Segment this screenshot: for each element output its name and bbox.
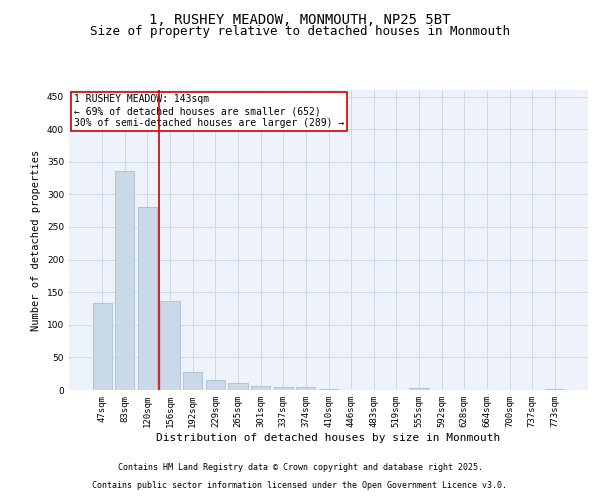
Bar [296, 388, 316, 390]
Bar [183, 372, 202, 390]
Bar [274, 386, 293, 390]
Bar [115, 171, 134, 390]
Text: Contains public sector information licensed under the Open Government Licence v3: Contains public sector information licen… [92, 481, 508, 490]
Text: Size of property relative to detached houses in Monmouth: Size of property relative to detached ho… [90, 25, 510, 38]
Bar [409, 388, 428, 390]
Bar [138, 206, 157, 390]
Bar [92, 302, 112, 390]
X-axis label: Distribution of detached houses by size in Monmouth: Distribution of detached houses by size … [157, 432, 500, 442]
Bar [229, 383, 248, 390]
Bar [206, 380, 225, 390]
Text: Contains HM Land Registry data © Crown copyright and database right 2025.: Contains HM Land Registry data © Crown c… [118, 464, 482, 472]
Bar [160, 302, 180, 390]
Y-axis label: Number of detached properties: Number of detached properties [31, 150, 41, 330]
Bar [251, 386, 270, 390]
Text: 1 RUSHEY MEADOW: 143sqm
← 69% of detached houses are smaller (652)
30% of semi-d: 1 RUSHEY MEADOW: 143sqm ← 69% of detache… [74, 94, 344, 128]
Bar [545, 388, 565, 390]
Text: 1, RUSHEY MEADOW, MONMOUTH, NP25 5BT: 1, RUSHEY MEADOW, MONMOUTH, NP25 5BT [149, 12, 451, 26]
Bar [319, 388, 338, 390]
